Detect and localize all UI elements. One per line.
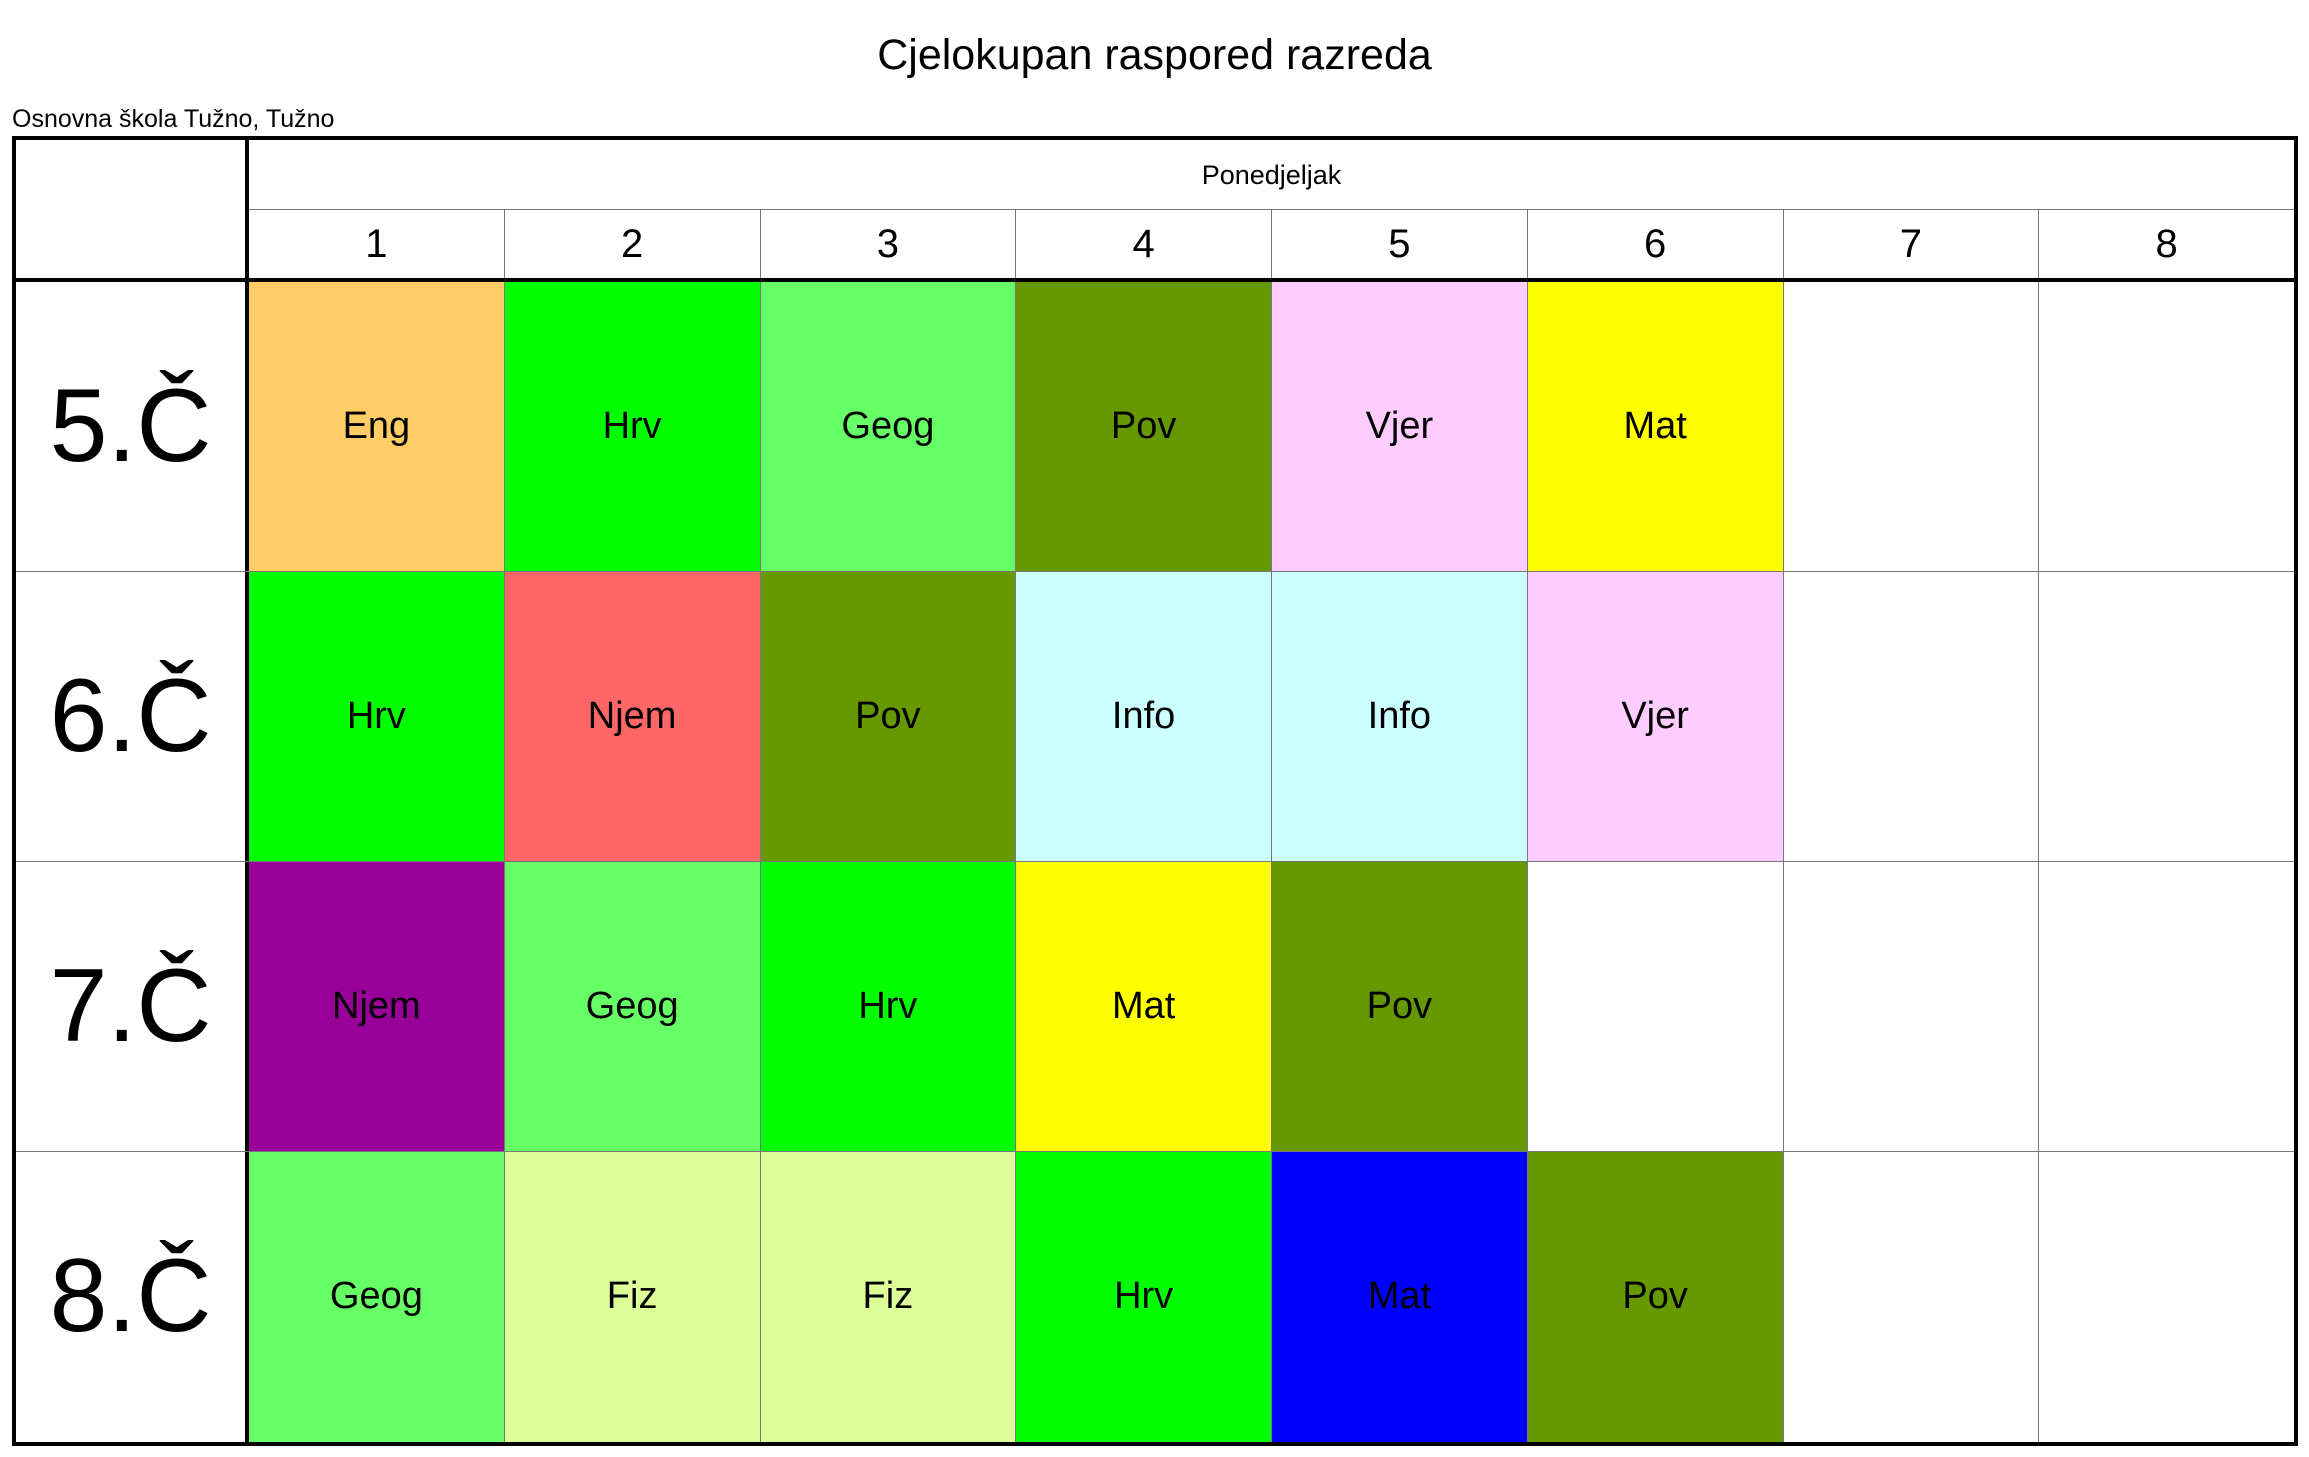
lesson-cell: Vjer	[1527, 572, 1784, 861]
school-name: Osnovna škola Tužno, Tužno	[12, 105, 335, 133]
header-corner	[16, 140, 249, 282]
period-header-row: 1 2 3 4 5 6 7 8	[249, 210, 2294, 282]
lesson-cells: Hrv Njem Pov Info Info Vjer	[249, 572, 2294, 861]
lesson-cell: Mat	[1527, 282, 1784, 571]
lesson-cell: Info	[1016, 572, 1272, 861]
lesson-cell: Njem	[249, 862, 505, 1151]
lesson-cell: Hrv	[760, 862, 1017, 1151]
timetable-grid: Ponedjeljak 1 2 3 4 5 6 7 8 5.Č Eng Hrv …	[12, 136, 2298, 1446]
lesson-cell: Geog	[249, 1152, 505, 1442]
period-header: 7	[1784, 210, 2040, 278]
lesson-cell: Fiz	[760, 1152, 1017, 1442]
lesson-cell	[1527, 862, 1784, 1151]
lesson-cells: Eng Hrv Geog Pov Vjer Mat	[249, 282, 2294, 571]
period-header: 5	[1272, 210, 1528, 278]
class-row: 5.Č Eng Hrv Geog Pov Vjer Mat	[16, 282, 2294, 572]
period-header: 3	[761, 210, 1017, 278]
class-row: 6.Č Hrv Njem Pov Info Info Vjer	[16, 572, 2294, 862]
lesson-cell	[2039, 572, 2294, 861]
class-label: 7.Č	[16, 862, 249, 1151]
lesson-cell: Njem	[504, 572, 761, 861]
lesson-cell: Hrv	[1016, 1152, 1272, 1442]
page-title: Cjelokupan raspored razreda	[877, 31, 1432, 79]
lesson-cell: Hrv	[504, 282, 761, 571]
lesson-cell	[2039, 1152, 2294, 1442]
lesson-cells: Geog Fiz Fiz Hrv Mat Pov	[249, 1152, 2294, 1442]
lesson-cell: Hrv	[249, 572, 505, 861]
day-header: Ponedjeljak	[249, 140, 2294, 210]
lesson-cell: Pov	[760, 572, 1017, 861]
lesson-cell	[2039, 862, 2294, 1151]
lesson-cell	[1783, 282, 2040, 571]
lesson-cell: Info	[1272, 572, 1528, 861]
period-header: 1	[249, 210, 505, 278]
class-row: 8.Č Geog Fiz Fiz Hrv Mat Pov	[16, 1152, 2294, 1442]
lesson-cell: Mat	[1272, 1152, 1528, 1442]
lesson-cell: Pov	[1016, 282, 1272, 571]
period-header: 4	[1016, 210, 1272, 278]
lesson-cell: Fiz	[504, 1152, 761, 1442]
lesson-cell: Pov	[1272, 862, 1528, 1151]
lesson-cell	[1783, 862, 2040, 1151]
lesson-cell: Pov	[1527, 1152, 1784, 1442]
lesson-cell: Geog	[504, 862, 761, 1151]
lesson-cell: Vjer	[1272, 282, 1528, 571]
period-header: 8	[2155, 222, 2178, 266]
lesson-cell	[2039, 282, 2294, 571]
lesson-cell	[1783, 572, 2040, 861]
lesson-cell	[1783, 1152, 2040, 1442]
period-header: 6	[1528, 210, 1784, 278]
class-rows: 5.Č Eng Hrv Geog Pov Vjer Mat 6.Č Hrv Nj…	[16, 282, 2294, 1442]
class-label: 8.Č	[16, 1152, 249, 1442]
lesson-cell: Mat	[1016, 862, 1272, 1151]
lesson-cell: Eng	[249, 282, 505, 571]
class-label: 6.Č	[16, 572, 249, 861]
class-label: 5.Č	[16, 282, 249, 571]
class-row: 7.Č Njem Geog Hrv Mat Pov	[16, 862, 2294, 1152]
lesson-cells: Njem Geog Hrv Mat Pov	[249, 862, 2294, 1151]
lesson-cell: Geog	[760, 282, 1017, 571]
period-header: 2	[505, 210, 761, 278]
